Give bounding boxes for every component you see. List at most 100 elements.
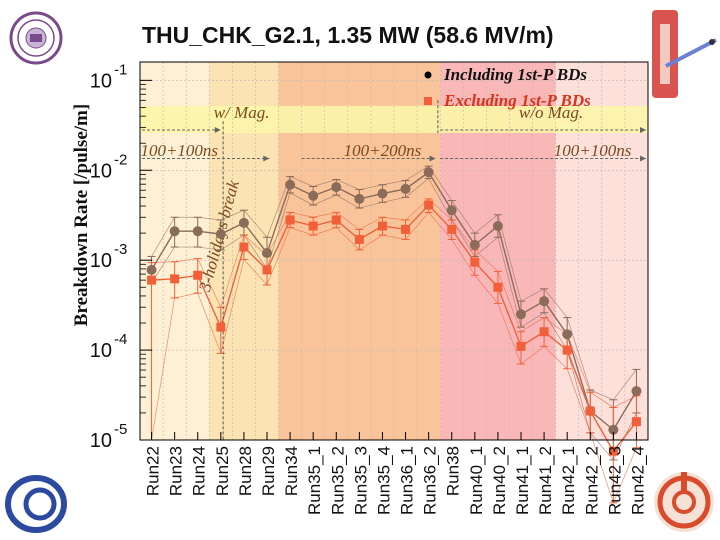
x-tick-label: Run24 — [190, 446, 209, 496]
y-tick-label: 10 — [90, 70, 112, 92]
legend: Including 1st-P BDs Excluding 1st-P BDs — [424, 65, 591, 110]
data-point-excluding — [239, 242, 249, 252]
series-envelope — [151, 198, 637, 408]
x-tick-label: Run28 — [236, 446, 255, 496]
data-point-excluding — [401, 224, 411, 234]
annotation-label: 100+200ns — [344, 141, 422, 160]
data-point-excluding — [631, 417, 641, 427]
series-line — [151, 204, 638, 453]
data-point-including — [516, 309, 526, 320]
data-point-including — [446, 205, 457, 216]
annotation-label: 100+100ns — [140, 141, 218, 160]
data-point-excluding — [308, 221, 318, 231]
data-point-including — [169, 226, 180, 237]
x-tick-label: Run42_3 — [605, 446, 624, 515]
data-point-including — [146, 264, 157, 275]
data-point-including — [469, 239, 480, 250]
x-tick-label: Run36_1 — [398, 446, 417, 515]
y-tick-label: 10 — [90, 340, 112, 362]
mag-arrow-left-head — [214, 127, 221, 134]
data-point-excluding — [216, 322, 226, 332]
series-line — [150, 171, 638, 431]
x-tick-label: Run29 — [259, 446, 278, 496]
data-point-including — [562, 329, 573, 340]
data-point-excluding — [516, 341, 526, 351]
data-point-excluding — [377, 221, 387, 231]
data-point-excluding — [193, 270, 203, 280]
y-tick-exponent: -1 — [114, 61, 127, 78]
data-point-including — [608, 424, 619, 435]
legend-label: Excluding 1st-P BDs — [443, 91, 591, 110]
x-tick-label: Run42_2 — [582, 446, 601, 515]
institute-logo-icon — [5, 475, 67, 533]
pulse-arrow-b-head — [429, 155, 436, 162]
chart-title: THU_CHK_G2.1, 1.35 MW (58.6 MV/m) — [142, 22, 554, 48]
data-point-excluding — [354, 234, 364, 244]
x-tick-label: Run35_3 — [351, 446, 370, 515]
y-tick-label: 10 — [90, 160, 112, 182]
series-envelope — [151, 211, 637, 504]
x-tick-label: Run23 — [167, 446, 186, 496]
x-tick-label: Run38 — [444, 446, 463, 496]
y-tick-exponent: -4 — [114, 331, 127, 348]
series-lines — [150, 165, 638, 504]
x-tick-label: Run35_4 — [374, 446, 393, 515]
x-tick-label: Run35_1 — [305, 446, 324, 515]
clic-logo-icon — [654, 472, 714, 532]
data-point-including — [631, 386, 642, 397]
x-tick-label: Run41_2 — [536, 446, 555, 515]
y-tick-label: 10 — [90, 430, 112, 452]
x-tick-label: Run42_1 — [559, 446, 578, 515]
data-point-including — [492, 220, 503, 231]
x-tick-label: Run40_1 — [467, 446, 486, 515]
plot-frame — [139, 61, 649, 441]
y-tick-label: 10 — [90, 250, 112, 272]
data-point-excluding — [147, 275, 157, 285]
data-points — [146, 167, 642, 456]
accelerator-structure-icon — [652, 10, 717, 98]
annotation-label: w/o Mag. — [519, 103, 583, 122]
x-tick-label: Run35_2 — [328, 446, 347, 515]
data-point-excluding — [493, 282, 503, 292]
data-point-excluding — [262, 265, 272, 275]
y-tick-exponent: -5 — [114, 421, 127, 438]
x-tick-label: Run25 — [213, 446, 232, 496]
data-point-excluding — [424, 200, 434, 210]
data-point-excluding — [447, 224, 457, 234]
x-tick-label: Run42_4 — [628, 446, 647, 515]
legend-marker-including — [424, 71, 432, 79]
data-point-including — [238, 217, 249, 228]
x-tick-label: Run34 — [282, 446, 301, 496]
series-envelope — [151, 165, 637, 401]
series-envelope — [151, 177, 637, 461]
data-point-including — [400, 183, 411, 194]
mag-arrow-right-head — [640, 127, 646, 134]
university-seal-icon — [9, 11, 63, 65]
annotation-label: 100+100ns — [554, 141, 632, 160]
data-point-including — [308, 190, 319, 201]
data-point-excluding — [285, 215, 295, 225]
data-point-including — [215, 229, 226, 240]
data-point-excluding — [585, 406, 595, 416]
data-point-including — [192, 226, 203, 237]
data-point-including — [354, 193, 365, 204]
pulse-arrow-c-head — [640, 155, 646, 162]
y-tick-exponent: -2 — [114, 151, 127, 168]
data-point-excluding — [608, 446, 618, 456]
y-tick-exponent: -3 — [114, 241, 127, 258]
y-axis-label: Breakdown Rate [/pulse/m] — [71, 103, 92, 327]
data-point-excluding — [562, 345, 572, 355]
legend-label: Including 1st-P BDs — [443, 65, 587, 84]
annotation-label: w/ Mag. — [214, 103, 270, 122]
data-point-excluding — [170, 274, 180, 284]
data-point-including — [331, 182, 342, 193]
data-point-including — [285, 179, 296, 190]
pulse-arrow-a-head — [263, 155, 270, 162]
data-point-including — [539, 296, 550, 307]
x-tick-label: Run41_1 — [513, 446, 532, 515]
data-point-excluding — [331, 215, 341, 225]
data-point-excluding — [539, 327, 549, 337]
data-point-excluding — [470, 257, 480, 267]
